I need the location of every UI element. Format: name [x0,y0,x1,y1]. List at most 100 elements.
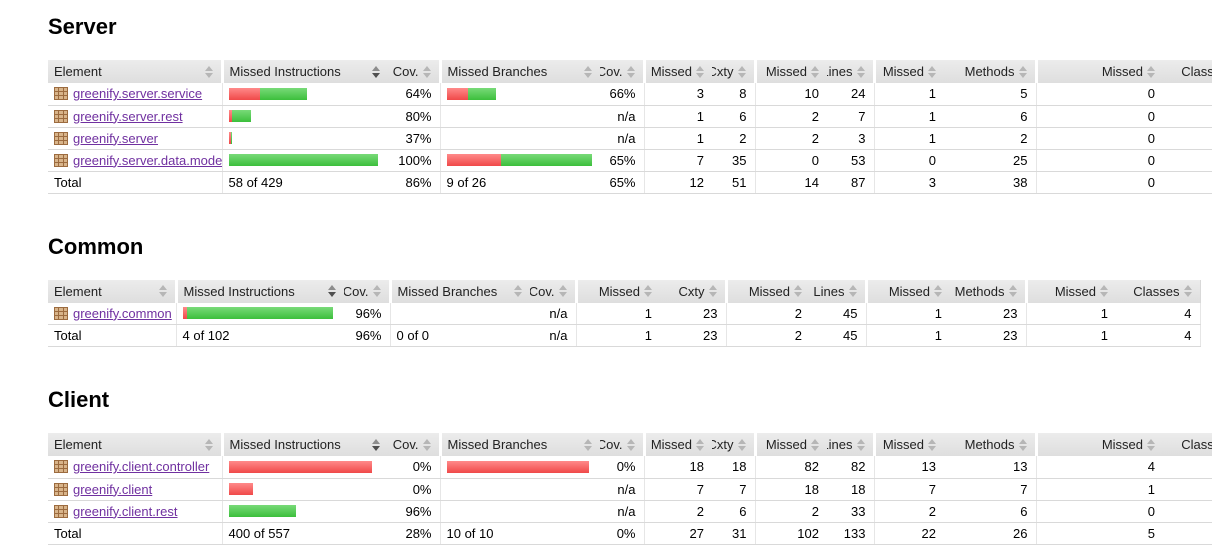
column-header-cov[interactable]: Cov. [600,60,644,83]
counter-cell: 82 [827,456,874,479]
coverage-bar [228,483,381,495]
column-header-missed[interactable]: Missed [753,60,827,83]
branches-coverage-bar-cell [439,127,600,150]
column-header-label: Missed [765,64,807,79]
column-header-element[interactable]: Element [48,60,222,83]
sort-up-arrow-icon [811,438,819,444]
column-header-lines[interactable]: Lines [827,60,874,83]
bar-missed-segment [446,154,502,166]
package-link[interactable]: greenify.server.rest [73,108,183,124]
column-header-missed[interactable]: Missed [574,279,660,303]
column-header-missed-branches[interactable]: Missed Branches [438,433,600,456]
counter-cell: 18 [712,456,755,479]
instructions-coverage-bar-cell [175,302,344,325]
column-header-classes[interactable]: Classes [1163,433,1212,456]
column-header-lines[interactable]: Lines [810,279,866,303]
sort-down-arrow-icon [204,72,213,78]
instructions-coverage-percent: 80% [388,105,440,128]
column-header-cov[interactable]: Cov. [344,279,390,303]
total-counter-cell: 4 [1116,324,1201,347]
column-header-cxty[interactable]: Cxty [712,433,755,456]
total-counter-cell: 6 [1163,522,1212,545]
counter-cell: 4 [1116,302,1201,325]
branches-coverage-percent: 0% [600,456,644,479]
element-cell: greenify.server.service [48,83,222,106]
column-header-methods[interactable]: Methods [944,433,1036,456]
column-header-missed[interactable]: Missed [1024,279,1116,303]
sort-up-arrow-icon [1018,65,1027,71]
coverage-bar [228,110,381,122]
column-header-missed[interactable]: Missed [724,279,810,303]
package-link[interactable]: greenify.server.data.model [73,152,222,168]
package-link[interactable]: greenify.client.rest [73,503,178,519]
counter-cell: 3 [643,83,712,106]
column-header-cov[interactable]: Cov. [600,433,644,456]
counter-cell: 0 [754,149,827,172]
column-header-element[interactable]: Element [48,433,222,456]
column-header-cov[interactable]: Cov. [388,433,440,456]
sort-up-arrow-icon [372,65,380,71]
total-counter-cell: 12 [643,171,712,194]
column-header-missed-branches[interactable]: Missed Branches [388,279,530,303]
package-link[interactable]: greenify.client.controller [73,459,210,475]
column-header-missed[interactable]: Missed [864,279,950,303]
column-header-cov[interactable]: Cov. [388,60,440,83]
column-header-missed[interactable]: Missed [642,60,712,83]
counter-cell: 18 [827,478,874,501]
total-counter-cell: 3 [873,171,944,194]
counter-cell: 1 [643,127,712,150]
column-header-missed-instructions[interactable]: Missed Instructions [174,279,344,303]
total-branches-ratio: 0 of 0 [389,324,530,347]
sort-down-arrow-icon [811,72,819,78]
sort-icon [737,438,746,451]
column-header-label: Methods [964,64,1015,79]
column-header-missed-instructions[interactable]: Missed Instructions [220,60,388,83]
package-link[interactable]: greenify.client [73,481,153,497]
package-link[interactable]: greenify.server.service [73,86,203,102]
column-header-cxty[interactable]: Cxty [660,279,726,303]
sort-down-arrow-icon [1018,72,1027,78]
sort-icon [696,65,704,78]
column-header-classes[interactable]: Classes [1163,60,1212,83]
sort-down-arrow-icon [856,72,865,78]
column-header-element[interactable]: Element [48,279,176,303]
sort-down-arrow-icon [328,292,336,297]
bar-missed-segment [228,483,253,495]
column-header-methods[interactable]: Methods [950,279,1026,303]
coverage-table-common: Element Missed Instructions Cov. Missed Bra… [48,279,1201,347]
column-header-classes[interactable]: Classes [1116,279,1201,303]
column-header-lines[interactable]: Lines [827,433,874,456]
sort-icon [1183,285,1192,297]
sort-down-arrow-icon [158,292,167,297]
column-header-label: Missed [748,283,790,299]
column-header-missed[interactable]: Missed [1034,433,1163,456]
sort-down-arrow-icon [644,292,652,297]
package-link[interactable]: greenify.common [73,305,172,321]
branches-coverage-bar-cell [439,500,600,523]
table-row: greenify.common 96% n/a 1 23 2 45 1 23 1 4 [48,302,1201,325]
column-header-missed[interactable]: Missed [872,433,944,456]
package-link[interactable]: greenify.server [73,130,159,146]
column-header-missed-instructions[interactable]: Missed Instructions [220,433,388,456]
sort-up-arrow-icon [856,65,865,71]
column-header-cxty[interactable]: Cxty [712,60,755,83]
column-header-missed[interactable]: Missed [1034,60,1163,83]
counter-cell: 1 [1163,127,1212,150]
sort-down-arrow-icon [558,292,567,297]
bar-covered-segment [230,132,232,144]
column-header-missed[interactable]: Missed [642,433,712,456]
coverage-section-server: Server Element Missed Instructions Cov. Miss… [48,14,1212,194]
column-header-missed[interactable]: Missed [753,433,827,456]
column-header-label: Cov. [344,283,369,299]
sort-down-arrow-icon [928,445,936,451]
column-header-label: Missed Instructions [229,64,341,79]
column-header-cov[interactable]: Cov. [530,279,576,303]
column-header-methods[interactable]: Methods [944,60,1036,83]
bar-missed-segment [228,132,231,144]
column-header-label: Missed [882,437,924,452]
column-header-missed[interactable]: Missed [872,60,944,83]
branches-coverage-percent: n/a [600,127,644,150]
sort-icon [811,65,819,78]
coverage-bar [447,132,593,144]
column-header-missed-branches[interactable]: Missed Branches [438,60,600,83]
